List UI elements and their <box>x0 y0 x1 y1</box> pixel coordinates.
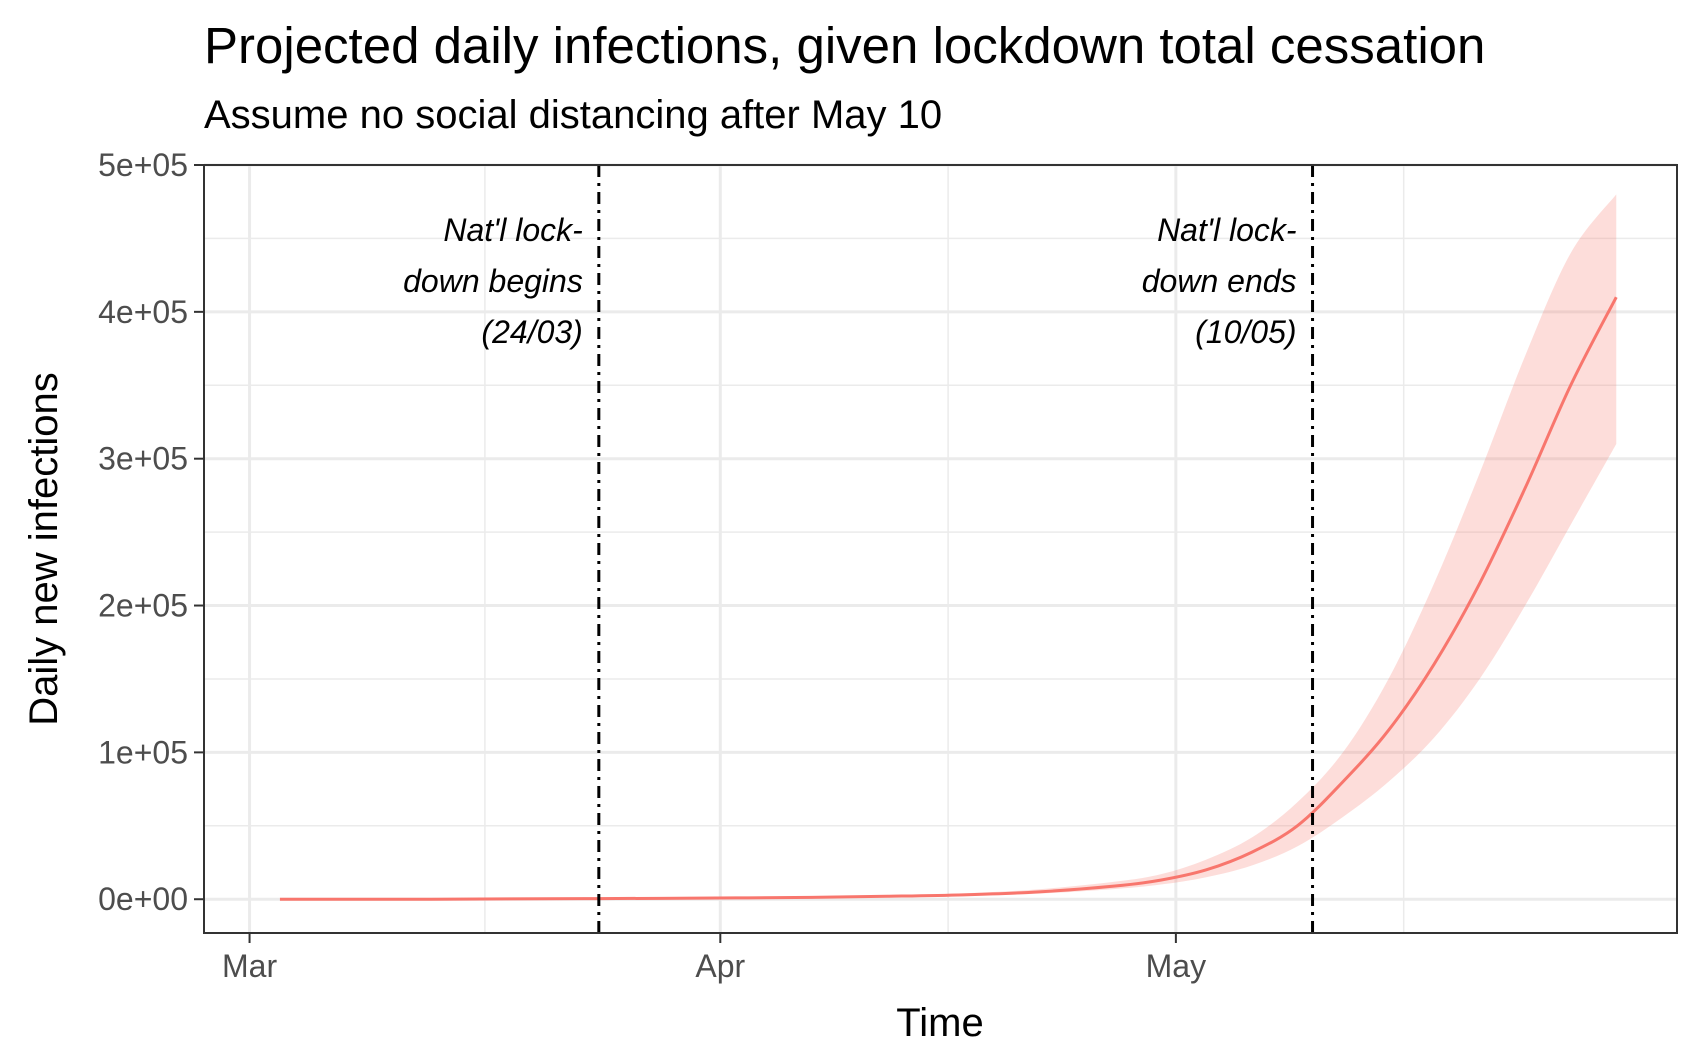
annotation-layer: Nat'l lock-down begins (24/03) Nat'l lock-… <box>403 165 1315 933</box>
y-tick-label-5: 5e+05 <box>98 147 188 183</box>
y-tick-label-3: 3e+05 <box>98 441 188 477</box>
x-tick-label-mar: Mar <box>222 948 277 984</box>
annotation-text-0-1: down begins <box>403 263 583 299</box>
panel-border <box>203 164 1678 934</box>
chart-title: Projected daily infections, given lockdo… <box>204 17 1486 74</box>
y-tick-label-0: 0e+00 <box>98 881 188 917</box>
chart-subtitle: Assume no social distancing after May 10 <box>204 93 943 137</box>
annotation-text-0-2: (24/03) <box>481 314 582 350</box>
series-line <box>279 296 1618 901</box>
axes-layer: Mar Apr May 0e+00 1e+05 2e+05 3e+05 4e+05 5e+05 <box>98 147 1206 984</box>
x-tick-label-apr: Apr <box>695 948 745 984</box>
y-tick-label-1: 1e+05 <box>98 734 188 770</box>
y-tick-label-2: 2e+05 <box>98 588 188 624</box>
annotation-text-0-0: Nat'l lock- <box>443 212 582 248</box>
annotation-text-1-0: Nat'l lock- <box>1157 212 1296 248</box>
annotation-text-1-2: (10/05) <box>1195 314 1296 350</box>
y-axis-title: Daily new infections <box>22 372 66 726</box>
series-line-layer <box>279 296 1618 901</box>
annotation-text-1-1: down ends <box>1142 263 1297 299</box>
x-tick-label-may: May <box>1146 948 1206 984</box>
y-tick-label-4: 4e+05 <box>98 294 188 330</box>
x-axis-title: Time <box>896 1001 983 1045</box>
